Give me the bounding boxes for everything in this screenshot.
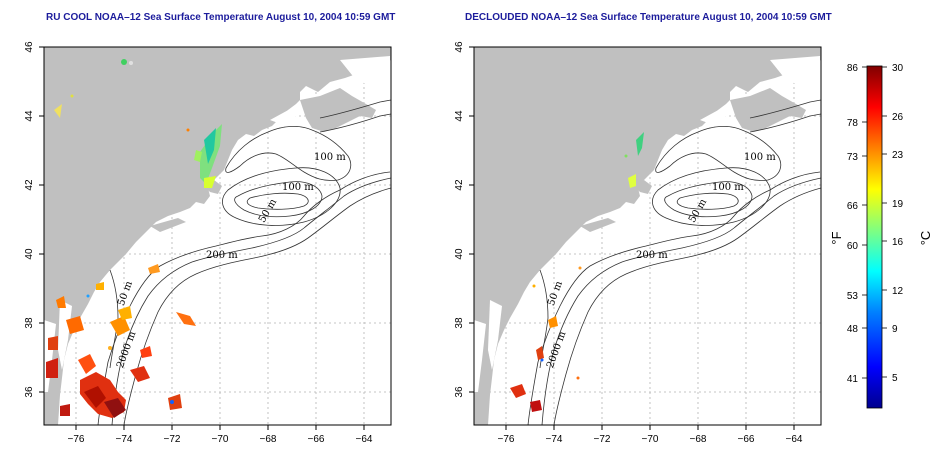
left-x-tick-label: −64 xyxy=(356,434,373,445)
colorbar-c-tick: 5 xyxy=(892,373,898,384)
left-y-tick-label: 44 xyxy=(24,110,35,122)
right-x-tick-label: −76 xyxy=(498,434,515,445)
colorbar-f-tick: 48 xyxy=(847,324,859,335)
colorbar-celsius-unit: °C xyxy=(918,231,933,246)
left-x-tick-label: −66 xyxy=(308,434,325,445)
left-y-tick-label: 38 xyxy=(24,317,35,329)
right-y-tick-label: 46 xyxy=(454,41,465,53)
right-contour-label-100m-a: 100 m xyxy=(744,152,776,163)
left-map-panel: 100 m 100 m 50 m 200 m 50 m 2000 m −76 −… xyxy=(24,41,392,445)
left-axis-ticks xyxy=(39,46,365,430)
right-x-tick-label: −64 xyxy=(786,434,803,445)
right-axis-ticks xyxy=(469,46,795,430)
left-x-tick-label: −76 xyxy=(68,434,85,445)
colorbar-gradient xyxy=(866,65,883,409)
right-x-tick-label: −70 xyxy=(642,434,659,445)
left-y-tick-label: 40 xyxy=(24,248,35,260)
left-contour-label-100m-b: 100 m xyxy=(282,182,314,193)
left-y-tick-label: 46 xyxy=(24,41,35,53)
colorbar-f-tick: 86 xyxy=(847,63,859,74)
left-contour-label-200m: 200 m xyxy=(206,250,238,261)
left-x-tick-label: −68 xyxy=(260,434,277,445)
right-contour-label-200m: 200 m xyxy=(636,250,668,261)
colorbar-f-tick: 66 xyxy=(847,201,859,212)
colorbar-c-tick: 9 xyxy=(892,324,898,335)
left-y-tick-label: 42 xyxy=(24,179,35,191)
left-y-tick-label: 36 xyxy=(24,386,35,398)
colorbar-c-tick: 23 xyxy=(892,150,904,161)
right-x-tick-label: −66 xyxy=(738,434,755,445)
right-y-tick-label: 38 xyxy=(454,317,465,329)
left-sst-pixels xyxy=(46,59,222,418)
colorbar-c-tick: 12 xyxy=(892,286,904,297)
colorbar-f-tick: 41 xyxy=(847,374,859,385)
colorbar-c-tick: 26 xyxy=(892,112,904,123)
right-x-tick-label: −74 xyxy=(546,434,563,445)
colorbar-f-tick: 60 xyxy=(847,241,859,252)
temperature-colorbar: 86 78 73 66 60 53 48 41 30 26 23 19 16 1… xyxy=(829,63,933,409)
right-y-tick-label: 36 xyxy=(454,386,465,398)
colorbar-c-tick: 30 xyxy=(892,63,904,74)
left-x-tick-label: −72 xyxy=(164,434,181,445)
colorbar-f-tick: 53 xyxy=(847,291,859,302)
left-x-tick-label: −74 xyxy=(116,434,133,445)
right-y-tick-label: 44 xyxy=(454,110,465,122)
right-x-tick-label: −72 xyxy=(594,434,611,445)
colorbar-f-tick: 73 xyxy=(847,152,859,163)
colorbar-c-tick: 19 xyxy=(892,199,904,210)
left-contour-label-100m-a: 100 m xyxy=(314,152,346,163)
right-contour-label-100m-b: 100 m xyxy=(712,182,744,193)
right-map-title: DECLOUDED NOAA–12 Sea Surface Temperatur… xyxy=(465,12,832,23)
left-map-title: RU COOL NOAA–12 Sea Surface Temperature … xyxy=(46,12,396,23)
colorbar-c-tick: 16 xyxy=(892,237,904,248)
right-map-panel: 100 m 100 m 50 m 200 m 50 m 2000 m −76 −… xyxy=(454,41,822,445)
right-y-tick-label: 40 xyxy=(454,248,465,260)
left-x-tick-label: −70 xyxy=(212,434,229,445)
right-x-tick-label: −68 xyxy=(690,434,707,445)
right-sst-pixels xyxy=(510,132,644,412)
colorbar-f-tick: 78 xyxy=(847,118,859,129)
colorbar-fahrenheit-unit: °F xyxy=(829,231,844,244)
right-y-tick-label: 42 xyxy=(454,179,465,191)
